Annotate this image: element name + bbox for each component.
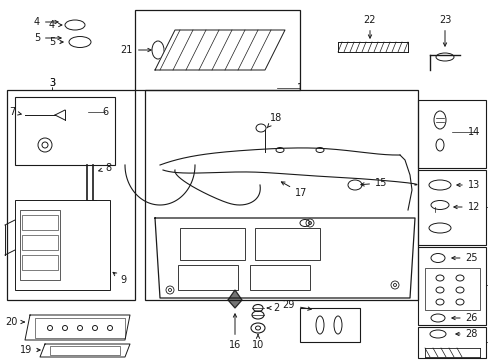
Text: 18: 18: [266, 113, 282, 128]
Bar: [35, 318, 125, 338]
Bar: [417, 247, 485, 325]
Text: 11: 11: [487, 202, 488, 212]
Text: 2: 2: [267, 303, 279, 313]
Bar: [417, 327, 485, 358]
Bar: [15, 97, 115, 165]
Text: 10: 10: [251, 334, 264, 350]
Bar: [15, 200, 110, 290]
Bar: [145, 90, 417, 300]
Bar: [417, 100, 485, 168]
Bar: [50, 346, 120, 355]
Text: 4: 4: [49, 20, 62, 30]
Bar: [249, 265, 309, 290]
Bar: [178, 265, 238, 290]
Text: 20: 20: [6, 317, 24, 327]
Text: 13: 13: [456, 180, 479, 190]
Text: 9: 9: [113, 273, 126, 285]
Text: 23: 23: [438, 15, 450, 46]
Text: 12: 12: [453, 202, 479, 212]
Bar: [20, 210, 60, 280]
Text: 8: 8: [99, 163, 111, 173]
Text: 3: 3: [49, 78, 55, 88]
Polygon shape: [155, 218, 414, 298]
Text: 22: 22: [363, 15, 375, 38]
Bar: [22, 235, 58, 250]
Text: 29: 29: [282, 300, 310, 310]
Bar: [424, 268, 479, 310]
Polygon shape: [227, 290, 242, 308]
Text: 5: 5: [34, 33, 61, 43]
Text: 19: 19: [20, 345, 40, 355]
Text: 7: 7: [9, 107, 21, 117]
Polygon shape: [155, 30, 285, 70]
Text: 4: 4: [34, 17, 58, 27]
Text: 26: 26: [451, 313, 477, 323]
Text: 17: 17: [281, 182, 307, 198]
Bar: [254, 228, 319, 260]
Text: 5: 5: [49, 37, 63, 47]
Bar: [7, 90, 135, 300]
Bar: [135, 10, 299, 90]
Bar: [22, 255, 58, 270]
Bar: [417, 170, 485, 245]
Text: 1: 1: [296, 83, 303, 93]
Text: 14: 14: [467, 127, 479, 137]
Bar: [299, 308, 359, 342]
Text: 28: 28: [455, 329, 477, 339]
Text: 3: 3: [49, 78, 55, 88]
Text: 16: 16: [228, 314, 241, 350]
Bar: [180, 228, 244, 260]
Text: 6: 6: [102, 107, 108, 117]
Text: 15: 15: [360, 178, 386, 188]
Bar: [22, 215, 58, 230]
Text: 25: 25: [451, 253, 477, 263]
Text: 21: 21: [121, 45, 151, 55]
